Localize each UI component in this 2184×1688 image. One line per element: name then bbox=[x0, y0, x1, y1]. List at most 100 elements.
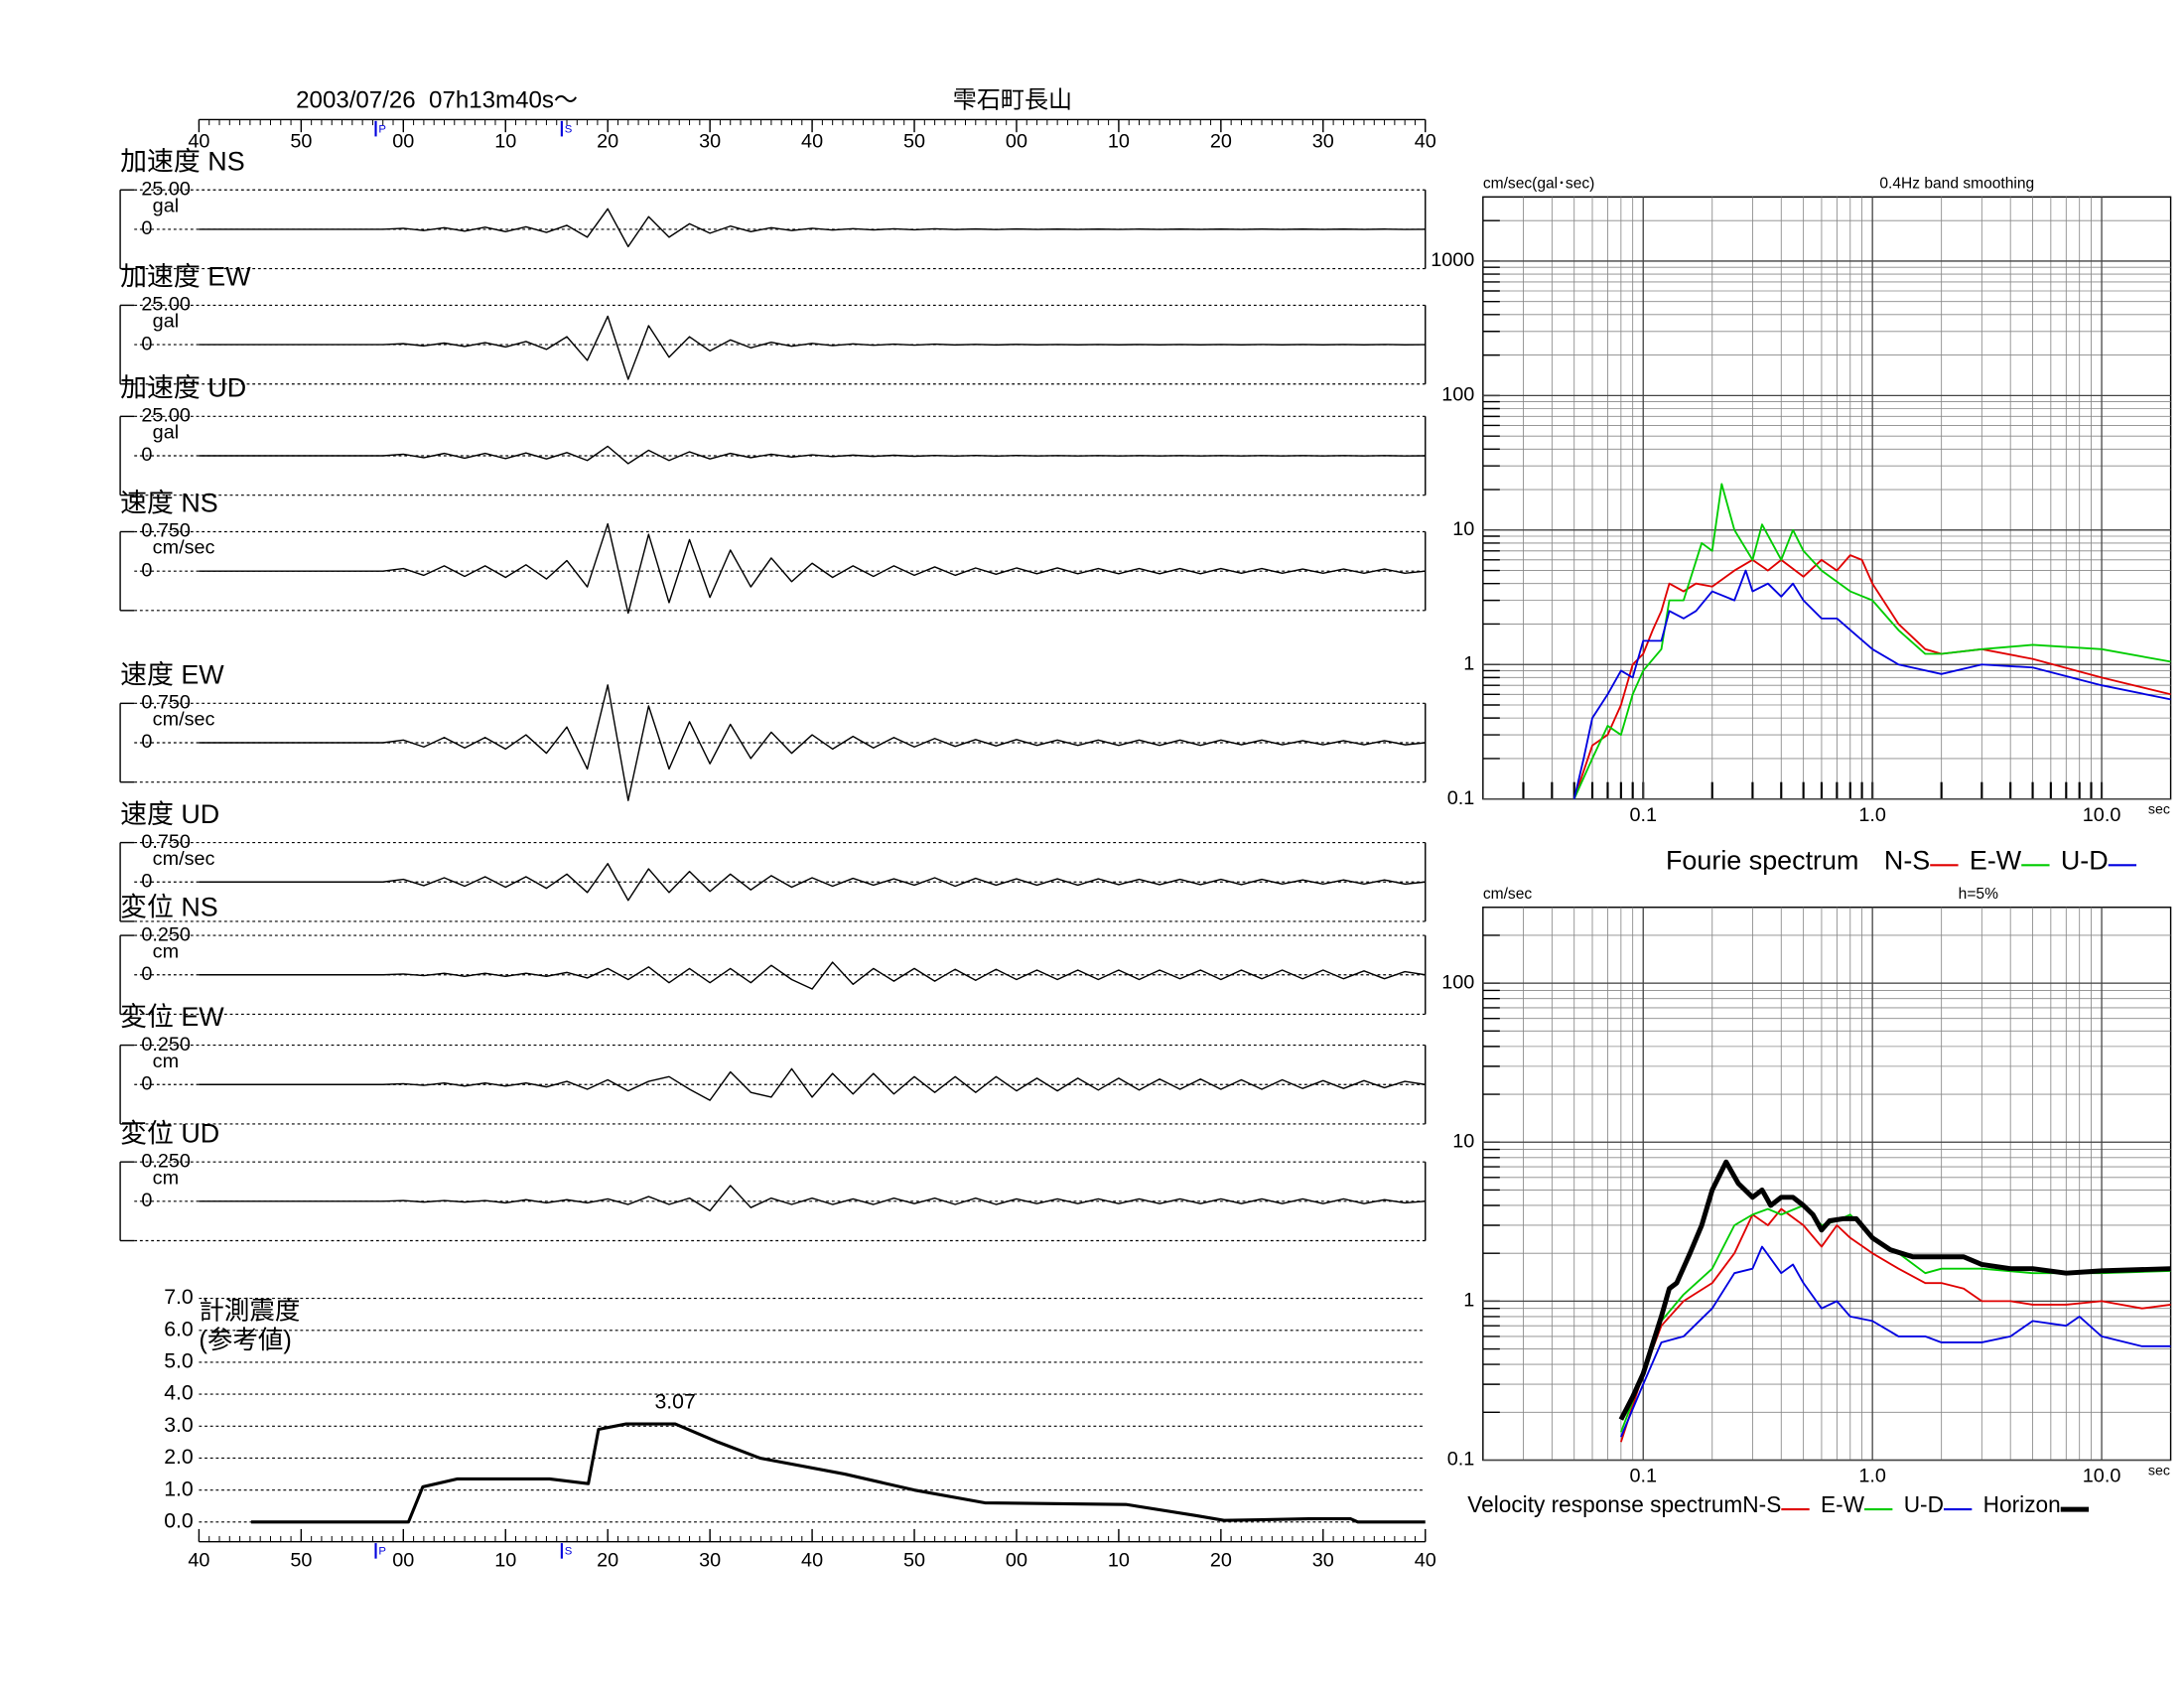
y-tick-label: 0 bbox=[141, 1072, 152, 1094]
unit-label: cm bbox=[153, 940, 179, 962]
y-tick-label: 1 bbox=[1463, 1290, 1474, 1312]
unit-label: gal bbox=[153, 422, 179, 444]
trace-title: 速度 NS bbox=[120, 489, 218, 518]
plot-frame bbox=[1482, 196, 2172, 800]
record-title: 2003/07/26 07h13m40s～ bbox=[296, 86, 578, 113]
spectrum-line bbox=[1619, 1207, 2171, 1443]
x-tick-label: 30 bbox=[1312, 130, 1334, 152]
unit-label: cm bbox=[153, 1167, 179, 1189]
waveform-trace bbox=[199, 684, 1426, 801]
trace-title: 変位 EW bbox=[120, 1002, 224, 1032]
x-axis-unit: sec bbox=[2148, 1464, 2170, 1479]
unit-label: cm/sec bbox=[153, 848, 215, 870]
y-tick-label: 0.1 bbox=[1447, 787, 1475, 809]
y-tick-label: 25.00 bbox=[141, 294, 191, 316]
y-tick-label: 1 bbox=[1463, 652, 1474, 674]
x-tick-label: 10.0 bbox=[2083, 804, 2121, 826]
unit-label: cm bbox=[153, 1051, 179, 1072]
x-tick-label: 20 bbox=[1210, 1550, 1232, 1572]
y-tick-label: 2.0 bbox=[164, 1445, 194, 1469]
x-tick-label: 10.0 bbox=[2083, 1466, 2121, 1487]
x-tick-label: 40 bbox=[801, 130, 823, 152]
x-tick-label: 1.0 bbox=[1858, 804, 1886, 826]
y-tick-label: 0.0 bbox=[164, 1508, 194, 1532]
y-tick-label: 0 bbox=[141, 1190, 152, 1211]
phase-label: P bbox=[378, 1546, 386, 1558]
y-tick-label: 0.750 bbox=[141, 692, 191, 714]
peak-annotation: 3.07 bbox=[654, 1389, 695, 1413]
unit-label: gal bbox=[153, 311, 179, 333]
waveform-trace bbox=[199, 208, 1426, 248]
legend-title: Velocity response spectrum bbox=[1467, 1491, 1742, 1517]
x-tick-label: 0.1 bbox=[1629, 804, 1657, 826]
x-tick-label: 40 bbox=[188, 1550, 209, 1572]
y-tick-label: 1.0 bbox=[164, 1477, 194, 1500]
legend-label: U-D bbox=[1904, 1491, 1944, 1517]
x-tick-label: 00 bbox=[392, 1550, 414, 1572]
x-tick-label: 30 bbox=[699, 130, 721, 152]
y-tick-label: 6.0 bbox=[164, 1317, 194, 1340]
x-tick-label: 40 bbox=[801, 1550, 823, 1572]
trace-title: 変位 UD bbox=[120, 1118, 219, 1148]
chart-title: (参考値) bbox=[199, 1327, 291, 1354]
waveform-trace bbox=[199, 315, 1426, 380]
x-tick-label: 10 bbox=[494, 1550, 516, 1572]
unit-label: cm/sec bbox=[153, 709, 215, 731]
unit-label: gal bbox=[153, 195, 179, 216]
x-tick-label: 10 bbox=[1108, 1550, 1130, 1572]
spectrum-line bbox=[1620, 1245, 2171, 1438]
y-tick-label: 10 bbox=[1452, 1130, 1474, 1152]
x-tick-label: 50 bbox=[903, 1550, 925, 1572]
y-tick-label: 0.250 bbox=[141, 1150, 191, 1172]
x-tick-label: 20 bbox=[597, 1550, 618, 1572]
x-tick-label: 10 bbox=[494, 130, 516, 152]
intensity-line bbox=[250, 1422, 1426, 1524]
y-tick-label: 25.00 bbox=[141, 405, 191, 427]
y-tick-label: 25.00 bbox=[141, 178, 191, 200]
x-tick-label: 50 bbox=[290, 130, 312, 152]
chart-note: h=5% bbox=[1959, 886, 1998, 903]
chart-title: 計測震度 bbox=[199, 1297, 300, 1325]
y-axis-unit: cm/sec(gal･sec) bbox=[1483, 176, 1595, 193]
x-tick-label: 40 bbox=[1415, 1550, 1436, 1572]
y-tick-label: 0.250 bbox=[141, 923, 191, 945]
legend-label: E-W bbox=[1821, 1491, 1865, 1517]
y-tick-label: 0.250 bbox=[141, 1034, 191, 1055]
y-tick-label: 0 bbox=[141, 870, 152, 892]
x-tick-label: 00 bbox=[1006, 130, 1027, 152]
x-tick-label: 20 bbox=[597, 130, 618, 152]
x-tick-label: 1.0 bbox=[1858, 1466, 1886, 1487]
y-tick-label: 100 bbox=[1441, 971, 1474, 993]
y-tick-label: 0 bbox=[141, 444, 152, 466]
legend-label: N-S bbox=[1884, 846, 1930, 876]
x-tick-label: 10 bbox=[1108, 130, 1130, 152]
phase-label: S bbox=[565, 1546, 573, 1558]
x-axis-unit: sec bbox=[2148, 802, 2170, 818]
y-tick-label: 10 bbox=[1452, 518, 1474, 540]
y-tick-label: 5.0 bbox=[164, 1349, 194, 1373]
y-tick-label: 0 bbox=[141, 217, 152, 239]
trace-title: 変位 NS bbox=[120, 892, 218, 921]
x-tick-label: 40 bbox=[188, 130, 209, 152]
y-tick-label: 4.0 bbox=[164, 1381, 194, 1405]
legend-title: Fourie spectrum bbox=[1666, 846, 1858, 876]
y-tick-label: 7.0 bbox=[164, 1285, 194, 1309]
x-tick-label: 00 bbox=[392, 130, 414, 152]
waveform-trace bbox=[199, 1185, 1426, 1212]
waveform-trace bbox=[199, 961, 1426, 990]
trace-title: 速度 EW bbox=[120, 660, 224, 690]
waveform-trace bbox=[199, 863, 1426, 902]
legend-label: U-D bbox=[2061, 846, 2109, 876]
trace-title: 加速度 EW bbox=[120, 262, 251, 292]
trace-title: 速度 UD bbox=[120, 799, 219, 829]
chart-note: 0.4Hz band smoothing bbox=[1879, 176, 2034, 193]
station-name: 雫石町長山 bbox=[953, 86, 1072, 113]
legend-label: Horizon bbox=[1983, 1491, 2061, 1517]
y-tick-label: 3.0 bbox=[164, 1413, 194, 1437]
trace-title: 加速度 NS bbox=[120, 146, 245, 176]
legend-label: E-W bbox=[1970, 846, 2022, 876]
spectrum-line bbox=[1618, 1159, 2171, 1421]
y-tick-label: 0 bbox=[141, 731, 152, 753]
